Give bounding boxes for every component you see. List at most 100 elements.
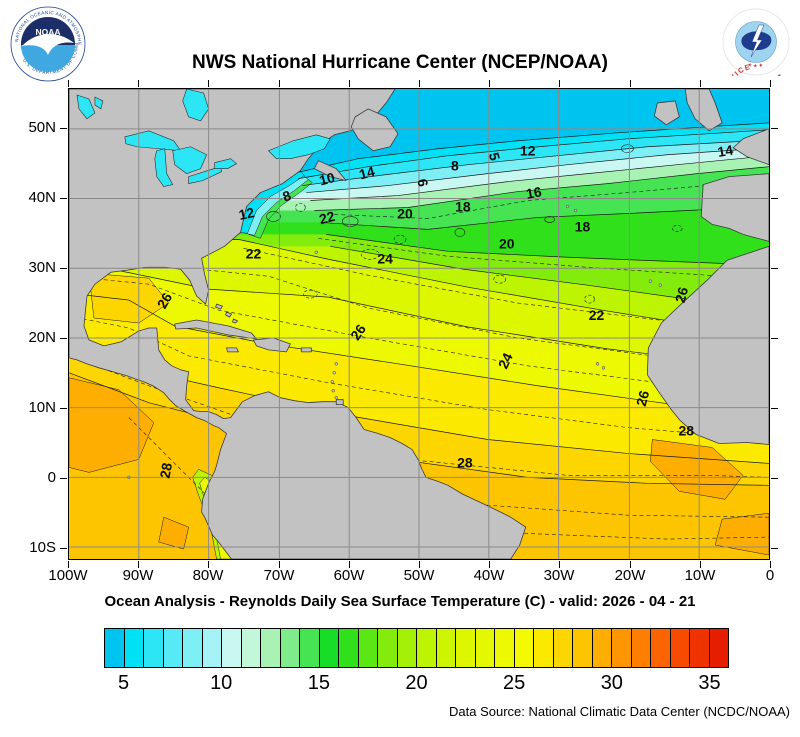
lon-tick (558, 561, 560, 568)
lat-tick (60, 477, 67, 479)
lon-axis-label: 50W (403, 567, 435, 584)
contour-label: 16 (525, 183, 543, 201)
contour-label: 18 (575, 218, 591, 234)
lon-tick (348, 561, 350, 568)
colorbar-cell (435, 629, 455, 667)
colorbar-cell (357, 629, 377, 667)
colorbar-cell (338, 629, 358, 667)
lat-tick-right (771, 337, 778, 339)
lon-tick (137, 561, 139, 568)
contour-label: 14 (716, 142, 734, 160)
lat-tick-right (771, 547, 778, 549)
contour-label: 10 (317, 169, 336, 189)
colorbar-cell (143, 629, 163, 667)
colorbar-cell (689, 629, 709, 667)
lat-tick (60, 407, 67, 409)
colorbar-cell (201, 629, 221, 667)
colorbar-tick-label: 5 (117, 672, 130, 694)
colorbar-cell (591, 629, 611, 667)
lon-tick-top (488, 80, 490, 87)
contour-label: 6 (414, 178, 431, 189)
lon-tick-top (348, 80, 350, 87)
contour-label: 18 (455, 198, 471, 214)
lat-tick-right (771, 477, 778, 479)
lon-tick-top (558, 80, 560, 87)
noaa-logo: NATIONAL OCEANIC AND ATMOSPHERIC ADMINIS… (10, 6, 86, 82)
lon-axis-label: 90W (122, 567, 154, 584)
colorbar-cell (708, 629, 728, 667)
lon-axis-label: 60W (333, 567, 365, 584)
contour-label: 28 (157, 461, 176, 479)
colorbar-cell (611, 629, 631, 667)
lat-tick-right (771, 127, 778, 129)
colorbar-cell (650, 629, 670, 667)
colorbar-tick-label: 25 (503, 672, 526, 694)
noaa-center-text: NOAA (35, 27, 60, 37)
lon-tick-top (418, 80, 420, 87)
lon-tick-top (699, 80, 701, 87)
contour-label: 26 (154, 290, 176, 312)
lat-axis-label: 30N (28, 259, 56, 276)
nws-lightning-icon (750, 24, 765, 58)
colorbar-cell (318, 629, 338, 667)
contour-label: 12 (237, 204, 256, 223)
lon-axis-label: 70W (263, 567, 295, 584)
colorbar-cell (182, 629, 202, 667)
colorbar-cell (416, 629, 436, 667)
lon-tick-top (137, 80, 139, 87)
colorbar-cell (377, 629, 397, 667)
sst-map: 12 8 10 14 22 20 22 24 26 6 8 5 12 14 16 18 18 20 22 24 26 26… (68, 88, 770, 560)
contour-label: 20 (397, 205, 413, 221)
lon-tick-top (769, 80, 771, 87)
lon-axis-label: 100W (48, 567, 88, 584)
lat-axis-label: 50N (28, 119, 56, 136)
colorbar-cell (474, 629, 494, 667)
colorbar-cell (513, 629, 533, 667)
contour-label: 24 (377, 250, 393, 266)
lat-tick (60, 337, 67, 339)
lon-tick (488, 561, 490, 568)
contour-label: 22 (246, 245, 262, 261)
colorbar-cell (533, 629, 553, 667)
colorbar-cell (669, 629, 689, 667)
colorbar-cell (279, 629, 299, 667)
lon-tick (207, 561, 209, 568)
colorbar-cell (123, 629, 143, 667)
contour-label: 14 (357, 163, 376, 183)
colorbar-tick-label: 20 (405, 672, 428, 694)
contour-label: 26 (633, 389, 653, 408)
land-masses (69, 89, 769, 559)
lon-tick-top (629, 80, 631, 87)
lon-tick-top (207, 80, 209, 87)
lon-tick-top (67, 80, 69, 87)
lat-tick-right (771, 407, 778, 409)
colorbar-tick-label: 35 (698, 672, 721, 694)
noaa-globe-light (21, 45, 75, 72)
lon-axis-label: 20W (614, 567, 646, 584)
lon-tick (629, 561, 631, 568)
contour-label: 24 (495, 350, 516, 371)
contour-label: 20 (499, 235, 515, 251)
colorbar-cell (572, 629, 592, 667)
contour-label: 22 (317, 208, 336, 228)
lon-axis-label: 40W (473, 567, 505, 584)
lat-axis-label: 20N (28, 329, 56, 346)
contour-label: 8 (451, 158, 459, 174)
temperature-colorbar (104, 628, 729, 668)
lat-tick-right (771, 267, 778, 269)
colorbar-cell (221, 629, 241, 667)
lat-tick (60, 267, 67, 269)
lon-axis-label: 10W (684, 567, 716, 584)
nws-logo: NATIONAL WEATHER SERVICE ★ ★ ★ (722, 8, 790, 76)
colorbar-tick-label: 15 (307, 672, 330, 694)
contour-label: 5 (486, 151, 504, 163)
contour-label: 22 (589, 307, 605, 323)
colorbar-cell (494, 629, 514, 667)
colorbar-cell (396, 629, 416, 667)
lon-axis-label: 80W (192, 567, 224, 584)
nws-stars: ★ ★ ★ (747, 62, 765, 69)
lat-axis-label: 40N (28, 189, 56, 206)
lon-tick (67, 561, 69, 568)
lat-axis-label: 10N (28, 399, 56, 416)
